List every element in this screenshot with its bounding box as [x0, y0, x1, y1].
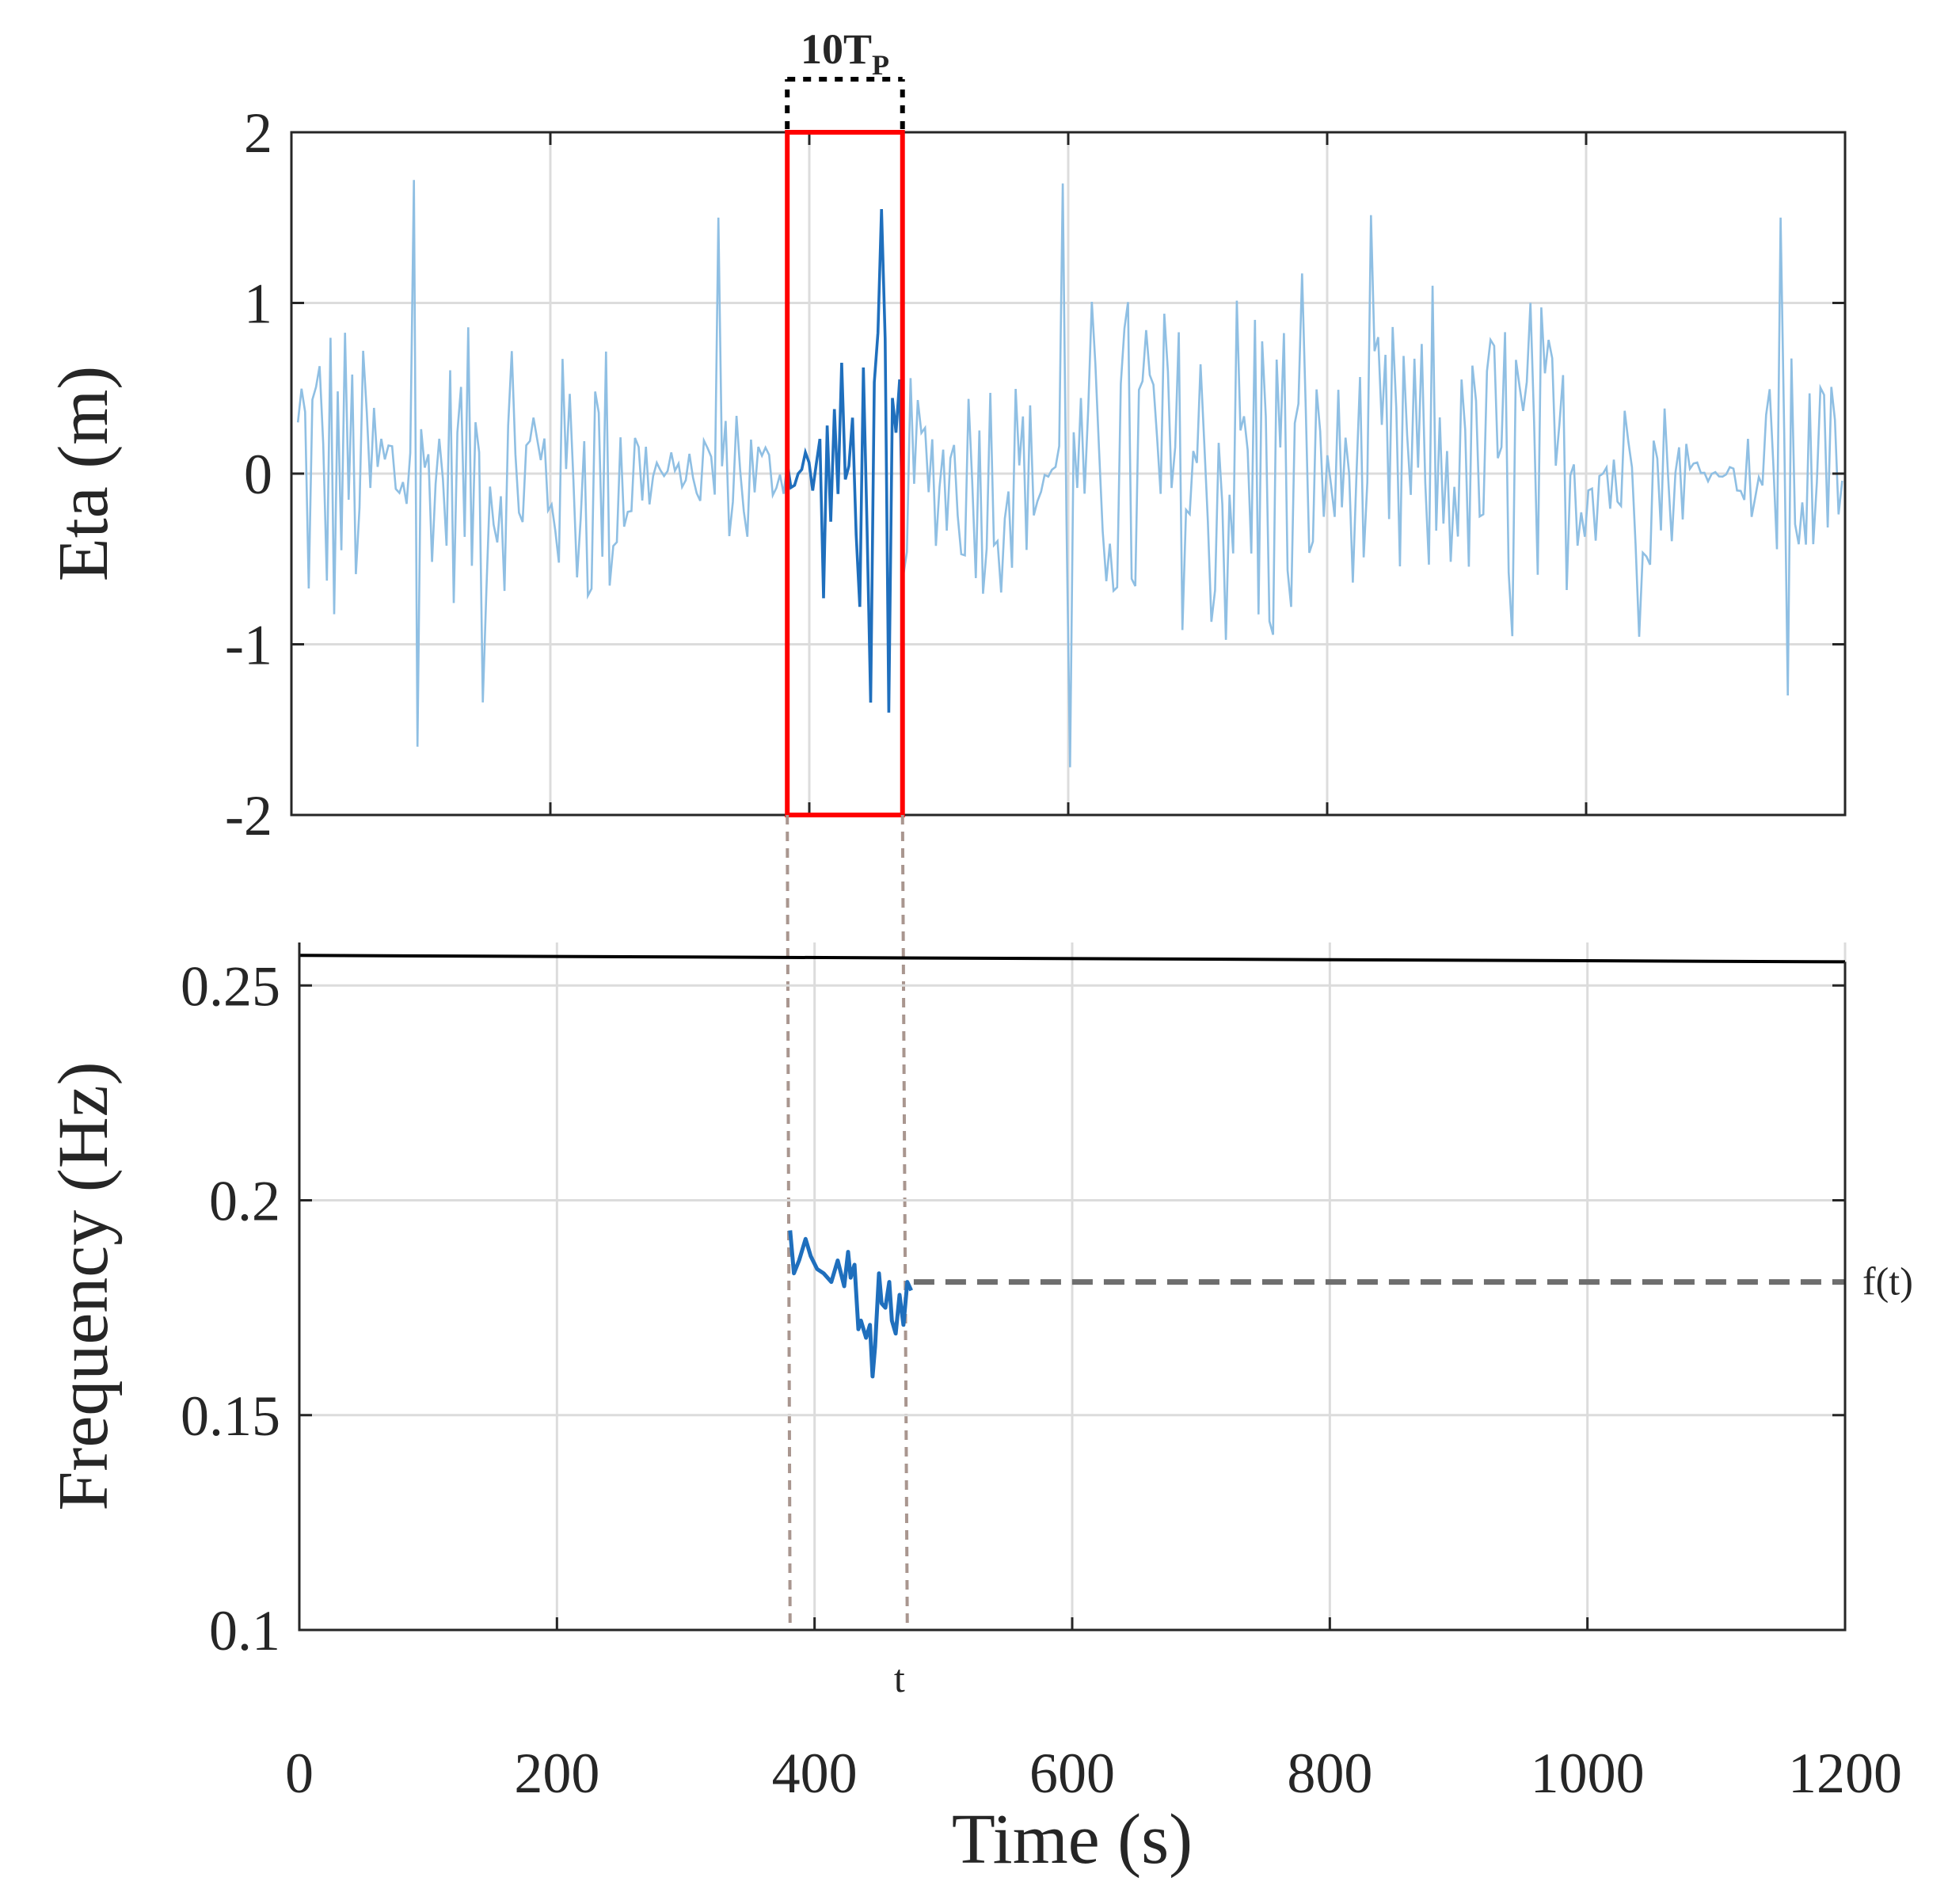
- frequency-ylabel: Frequency (Hz): [44, 1061, 123, 1510]
- frequency-ytick-label: 0.1: [209, 1599, 280, 1662]
- window-box: [785, 130, 905, 817]
- connector-left: [786, 814, 792, 1631]
- eta-panel: -2 -1 0 1 2 10TP Eta (m): [44, 25, 1847, 847]
- eta-ytick-label: -1: [225, 614, 272, 677]
- window-label-main: 10T: [801, 25, 872, 73]
- time-xtick-label: 600: [1029, 1742, 1115, 1805]
- frequency-ytick-label: 0.15: [181, 1384, 280, 1448]
- t-label: t: [894, 1656, 905, 1700]
- eta-ytick-label: -2: [225, 784, 272, 847]
- window-label-sub: P: [872, 49, 889, 81]
- eta-signal-before: [296, 180, 789, 747]
- eta-signal: [296, 180, 1843, 767]
- eta-ylabel: Eta (m): [44, 366, 123, 581]
- frequency-series: [788, 1230, 913, 1379]
- frequency-panel: f(t) 0.1 0.15 0.2 0.25 0 200 400 600 800 1000 1200…: [44, 942, 1913, 1879]
- connector-right: [900, 814, 909, 1631]
- eta-signal-window: [786, 208, 905, 713]
- time-xtick-label: 0: [285, 1742, 314, 1805]
- frequency-ticks: 0.1 0.15 0.2 0.25 0 200 400 600 800 1000 1200: [181, 954, 1902, 1805]
- frequency-ytick-label: 0.25: [181, 954, 280, 1018]
- time-xtick-label: 800: [1287, 1742, 1372, 1805]
- ft-label: f(t): [1862, 1259, 1913, 1304]
- time-xtick-label: 1000: [1531, 1742, 1645, 1805]
- upper-bound-line: [299, 954, 1846, 964]
- eta-ytick-label: 2: [244, 101, 272, 165]
- time-xtick-label: 1200: [1788, 1742, 1902, 1805]
- eta-ytick-label: 0: [244, 443, 272, 506]
- time-xtick-label: 400: [772, 1742, 858, 1805]
- eta-ticks: -2 -1 0 1 2: [225, 101, 1847, 847]
- eta-signal-after: [902, 183, 1843, 767]
- time-xtick-label: 200: [514, 1742, 599, 1805]
- eta-ytick-label: 1: [244, 272, 272, 336]
- window-label: 10TP: [801, 25, 889, 81]
- frequency-ytick-label: 0.2: [209, 1170, 280, 1233]
- time-xlabel: Time (s): [952, 1800, 1193, 1879]
